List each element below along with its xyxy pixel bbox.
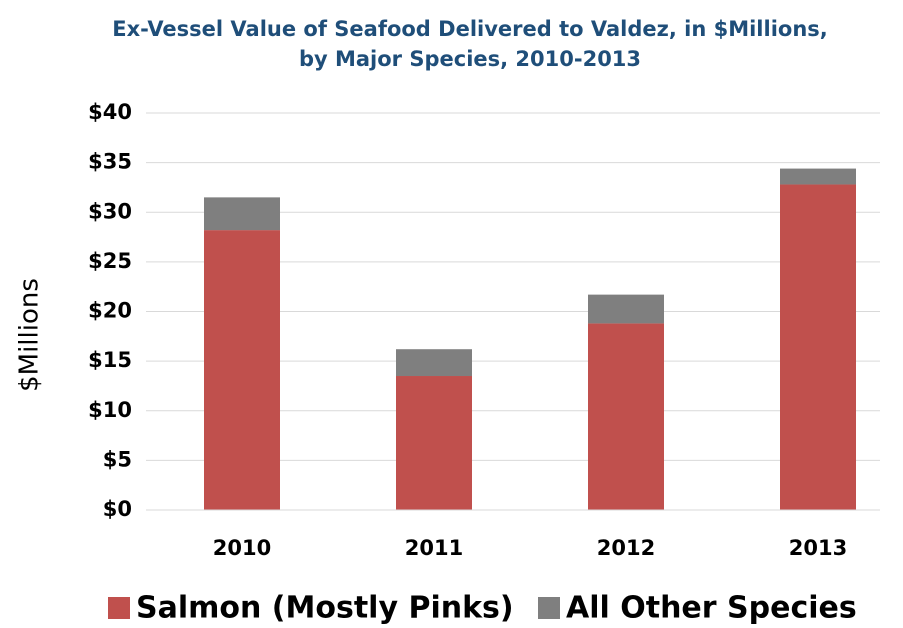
bar-segment — [396, 376, 472, 510]
bar-segment — [588, 323, 664, 510]
legend-label: All Other Species — [566, 591, 857, 626]
bar-segment — [204, 230, 280, 511]
legend-label: Salmon (Mostly Pinks) — [136, 591, 514, 626]
y-tick-label: $30 — [88, 199, 132, 223]
legend-swatch — [108, 597, 130, 619]
y-tick-label: $5 — [103, 447, 132, 471]
y-tick-label: $0 — [103, 497, 132, 521]
y-tick-label: $40 — [88, 100, 132, 124]
x-tick-label: 2010 — [213, 536, 271, 560]
x-tick-label: 2011 — [405, 536, 463, 560]
x-tick-label: 2012 — [597, 536, 655, 560]
bar-segment — [204, 197, 280, 231]
bar-segment — [780, 184, 856, 510]
x-tick-label: 2013 — [789, 536, 847, 560]
y-tick-label: $15 — [88, 348, 132, 372]
chart-title: by Major Species, 2010-2013 — [299, 47, 641, 71]
y-tick-label: $25 — [88, 249, 132, 273]
y-tick-label: $10 — [88, 398, 132, 422]
chart-title: Ex-Vessel Value of Seafood Delivered to … — [112, 17, 828, 41]
bar-segment — [396, 349, 472, 377]
legend-swatch — [538, 597, 560, 619]
y-axis-label: $Millions — [15, 278, 45, 392]
bar-segment — [780, 168, 856, 185]
y-tick-label: $20 — [88, 299, 132, 323]
bar-segment — [588, 294, 664, 324]
y-tick-label: $35 — [88, 150, 132, 174]
